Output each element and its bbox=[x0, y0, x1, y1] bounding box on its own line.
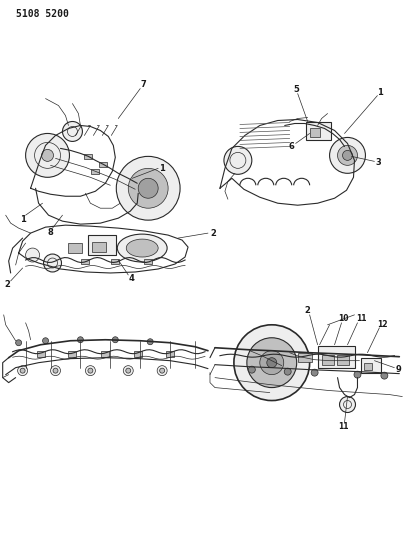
Text: 7: 7 bbox=[140, 80, 146, 89]
Bar bbox=[166, 351, 174, 357]
Circle shape bbox=[354, 371, 361, 378]
Text: 5: 5 bbox=[294, 85, 299, 94]
Circle shape bbox=[343, 150, 353, 160]
Text: 12: 12 bbox=[377, 320, 388, 329]
Circle shape bbox=[126, 368, 131, 373]
Bar bbox=[69, 351, 76, 357]
Circle shape bbox=[147, 339, 153, 345]
Text: 3: 3 bbox=[375, 158, 381, 167]
Circle shape bbox=[381, 372, 388, 379]
Text: 4: 4 bbox=[128, 274, 134, 284]
Bar bbox=[361, 358, 381, 373]
Circle shape bbox=[78, 337, 83, 343]
Text: 11: 11 bbox=[338, 422, 349, 431]
Circle shape bbox=[248, 366, 255, 373]
Bar bbox=[82, 259, 89, 264]
Text: 2: 2 bbox=[305, 306, 310, 316]
Circle shape bbox=[53, 368, 58, 373]
Text: 9: 9 bbox=[395, 365, 401, 374]
Circle shape bbox=[18, 366, 28, 376]
Circle shape bbox=[116, 156, 180, 220]
Circle shape bbox=[44, 254, 62, 272]
Bar bbox=[51, 259, 60, 264]
Circle shape bbox=[42, 338, 49, 344]
Circle shape bbox=[16, 340, 22, 346]
Bar bbox=[69, 243, 82, 253]
Bar bbox=[322, 354, 334, 365]
Bar bbox=[317, 346, 355, 368]
Circle shape bbox=[337, 146, 357, 165]
Circle shape bbox=[224, 147, 252, 174]
Bar bbox=[134, 351, 142, 357]
Circle shape bbox=[247, 338, 297, 387]
Bar bbox=[337, 354, 348, 365]
Circle shape bbox=[26, 248, 40, 262]
Circle shape bbox=[51, 366, 60, 376]
Circle shape bbox=[260, 351, 284, 375]
Text: 10: 10 bbox=[338, 314, 349, 324]
Text: 1: 1 bbox=[159, 164, 165, 173]
Bar bbox=[111, 259, 119, 264]
Text: 2: 2 bbox=[5, 280, 11, 289]
Circle shape bbox=[42, 149, 53, 161]
Circle shape bbox=[112, 337, 118, 343]
Bar bbox=[364, 362, 373, 370]
Circle shape bbox=[138, 179, 158, 198]
Circle shape bbox=[88, 368, 93, 373]
Bar bbox=[37, 351, 44, 357]
Circle shape bbox=[123, 366, 133, 376]
Bar bbox=[92, 242, 106, 252]
Circle shape bbox=[339, 397, 355, 413]
Text: 1: 1 bbox=[20, 215, 26, 224]
Circle shape bbox=[26, 133, 69, 177]
Text: 1: 1 bbox=[377, 88, 384, 97]
Bar bbox=[91, 169, 100, 174]
Bar bbox=[298, 353, 312, 362]
Text: 2: 2 bbox=[210, 229, 216, 238]
Ellipse shape bbox=[126, 239, 158, 257]
Circle shape bbox=[85, 366, 95, 376]
Ellipse shape bbox=[117, 234, 167, 262]
Text: 11: 11 bbox=[356, 314, 367, 324]
Bar bbox=[144, 259, 152, 264]
Circle shape bbox=[284, 368, 291, 375]
Circle shape bbox=[267, 358, 277, 368]
Circle shape bbox=[311, 369, 318, 376]
Text: 5108 5200: 5108 5200 bbox=[16, 9, 69, 19]
Circle shape bbox=[157, 366, 167, 376]
Text: 8: 8 bbox=[48, 228, 53, 237]
Circle shape bbox=[330, 138, 366, 173]
Bar bbox=[101, 351, 109, 357]
Bar bbox=[84, 154, 92, 159]
Circle shape bbox=[234, 325, 310, 400]
Circle shape bbox=[128, 168, 168, 208]
Circle shape bbox=[160, 368, 165, 373]
Circle shape bbox=[20, 368, 25, 373]
Bar bbox=[306, 123, 330, 140]
Bar bbox=[100, 162, 107, 167]
Bar bbox=[310, 128, 319, 138]
Text: 6: 6 bbox=[289, 142, 295, 151]
Bar bbox=[89, 235, 116, 255]
Circle shape bbox=[62, 122, 82, 141]
